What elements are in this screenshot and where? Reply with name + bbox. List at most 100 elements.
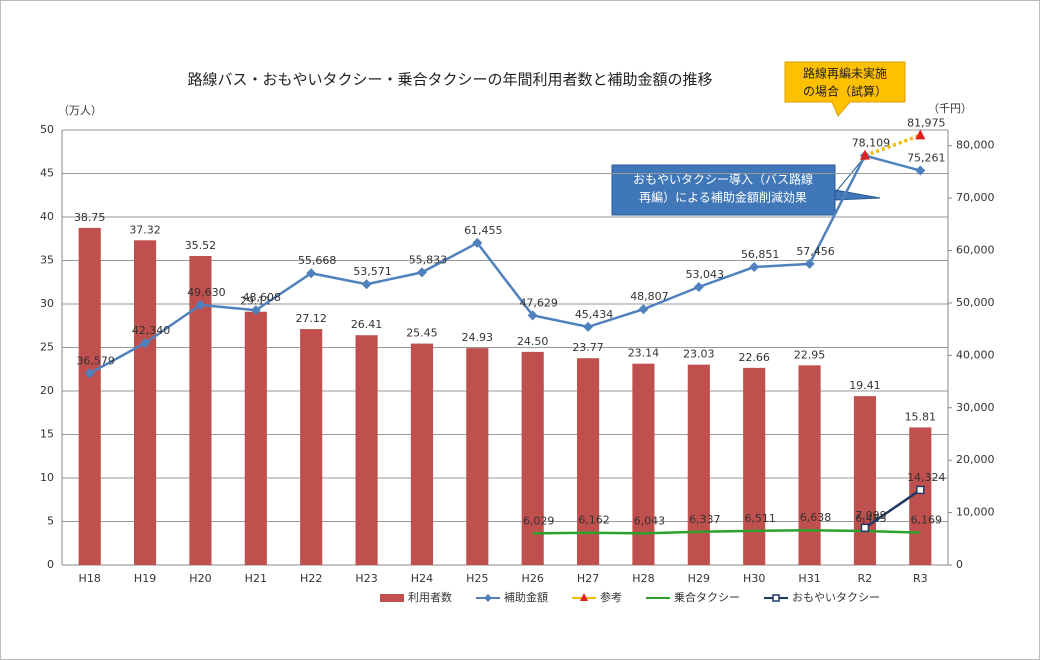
- value-label: 15.81: [905, 410, 937, 423]
- value-label: 45,434: [575, 308, 614, 321]
- y2-axis-label: （千円）: [928, 102, 972, 115]
- y-tick-label: 20: [40, 384, 54, 397]
- x-tick-label: H27: [577, 572, 599, 585]
- y-tick-label: 10: [40, 471, 54, 484]
- y2-tick-label: 30,000: [956, 401, 995, 414]
- y2-tick-label: 60,000: [956, 244, 995, 257]
- legend-label: 利用者数: [408, 591, 452, 604]
- value-label: 27.12: [295, 312, 327, 325]
- value-label: 37.32: [129, 223, 161, 236]
- legend-marker: [484, 594, 492, 602]
- legend-label: 参考: [600, 590, 622, 604]
- y2-tick-label: 80,000: [956, 139, 995, 152]
- annotation: おもやいタクシー導入（バス路線: [633, 172, 813, 187]
- point: [860, 523, 870, 533]
- legend-marker: [772, 594, 780, 602]
- point: [749, 262, 760, 273]
- value-label: 24.93: [462, 331, 494, 344]
- bar: [189, 255, 212, 565]
- value-label: 81,975: [907, 116, 946, 129]
- bar: [410, 343, 434, 565]
- point: [250, 305, 261, 316]
- line: [89, 154, 921, 375]
- x-tick-label: H26: [522, 572, 544, 585]
- point: [195, 299, 206, 310]
- value-label: 24.50: [517, 335, 549, 348]
- y-tick-label: 50: [40, 123, 54, 136]
- annotation: 再編）による補助金額削減効果: [639, 190, 807, 205]
- point: [915, 129, 926, 140]
- value-label: 78,109: [852, 137, 891, 150]
- value-label: 38.75: [74, 211, 106, 224]
- x-tick-label: H23: [355, 572, 377, 585]
- bar: [78, 227, 101, 565]
- value-label: 6,169: [911, 514, 943, 527]
- bar: [798, 365, 821, 565]
- bar: [687, 364, 710, 565]
- chart-title: 路線バス・おもやいタクシー・乗合タクシーの年間利用者数と補助金額の推移: [187, 71, 712, 89]
- x-tick-label: H22: [300, 572, 322, 585]
- y-tick-label: 30: [40, 297, 54, 310]
- legend-swatch: [380, 594, 404, 602]
- value-label: 6,638: [800, 511, 832, 524]
- bar: [521, 351, 544, 565]
- value-label: 22.95: [794, 348, 826, 361]
- value-label: 36,579: [76, 354, 115, 367]
- legend-marker: [580, 593, 588, 601]
- x-tick-label: H28: [632, 572, 654, 585]
- bar: [300, 329, 323, 565]
- y-tick-label: 25: [40, 341, 54, 354]
- y2-tick-label: 70,000: [956, 191, 995, 204]
- value-label: 14,324: [907, 471, 946, 484]
- y-tick-label: 0: [47, 558, 54, 571]
- y-tick-label: 40: [40, 210, 54, 223]
- value-label: 53,043: [686, 268, 725, 281]
- annotation: の場合（試算）: [803, 84, 887, 99]
- point: [84, 368, 95, 379]
- value-label: 49,630: [187, 286, 226, 299]
- value-label: 6,043: [634, 514, 666, 527]
- point: [140, 338, 151, 349]
- x-tick-label: H21: [245, 572, 267, 585]
- x-tick-label: H24: [411, 572, 433, 585]
- point: [859, 149, 870, 160]
- y2-tick-label: 10,000: [956, 506, 995, 519]
- value-label: 75,261: [907, 152, 946, 165]
- y-tick-label: 5: [47, 515, 54, 528]
- y-tick-label: 35: [40, 254, 54, 267]
- point: [306, 268, 317, 279]
- x-tick-label: H30: [743, 572, 765, 585]
- annotation: 路線再編未実施: [803, 66, 887, 81]
- y2-tick-label: 20,000: [956, 453, 995, 466]
- x-tick-label: H29: [688, 572, 710, 585]
- point: [804, 258, 815, 269]
- x-tick-label: R2: [858, 572, 873, 585]
- bar: [355, 335, 378, 565]
- x-tick-label: H25: [466, 572, 488, 585]
- value-label: 35.52: [185, 239, 217, 252]
- legend-label: 乗合タクシー: [674, 590, 740, 604]
- value-label: 47,629: [519, 296, 558, 309]
- point: [361, 279, 372, 290]
- y2-tick-label: 50,000: [956, 296, 995, 309]
- bar: [909, 427, 932, 565]
- x-tick-label: H31: [798, 572, 820, 585]
- bar: [576, 358, 600, 565]
- point: [638, 304, 649, 315]
- bar: [743, 367, 766, 565]
- bar: [133, 240, 157, 566]
- value-label: 42,340: [132, 324, 171, 337]
- value-label: 55,833: [409, 253, 448, 266]
- point: [693, 282, 704, 293]
- value-label: 61,455: [464, 224, 503, 237]
- x-tick-label: H20: [189, 572, 211, 585]
- value-label: 7,099: [855, 509, 887, 522]
- x-tick-label: H18: [79, 572, 101, 585]
- point: [916, 485, 925, 495]
- y-tick-label: 45: [40, 167, 54, 180]
- value-label: 23.14: [628, 347, 660, 360]
- line: [864, 488, 922, 529]
- value-label: 48,608: [243, 291, 282, 304]
- y-axis-label: （万人）: [58, 104, 102, 117]
